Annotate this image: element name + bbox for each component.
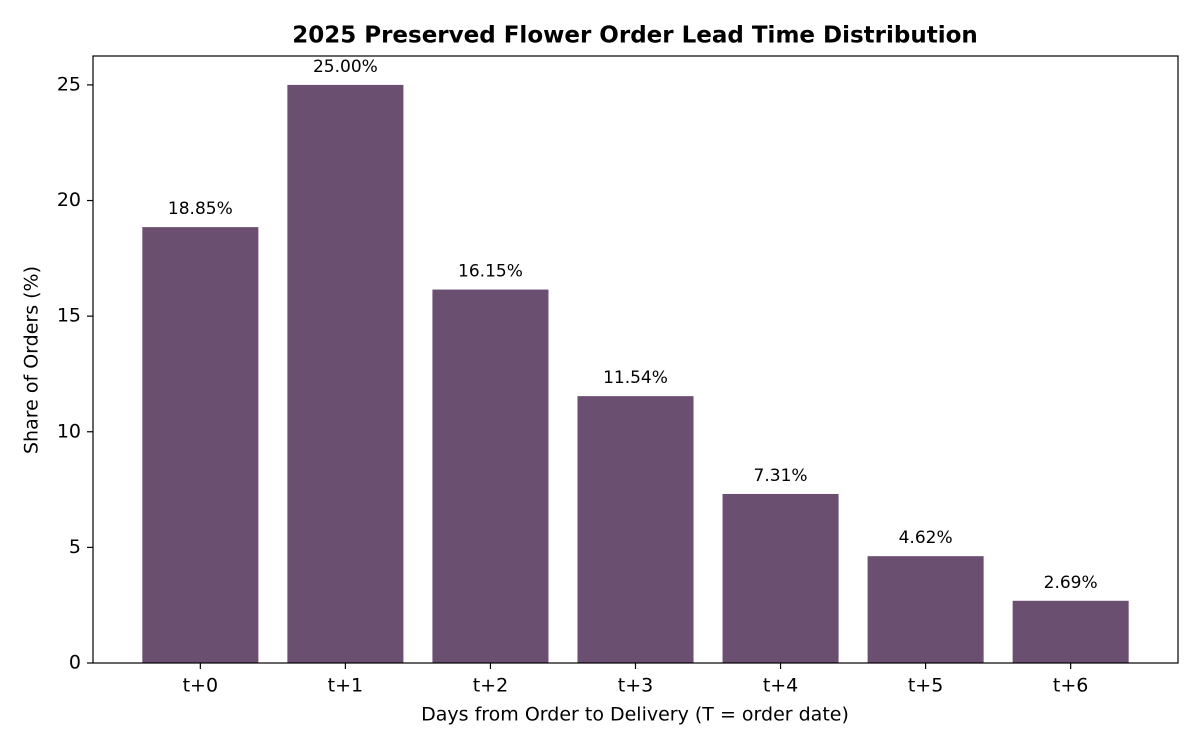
value-label: 11.54% <box>603 368 668 388</box>
value-label: 25.00% <box>313 57 378 77</box>
bar <box>287 84 404 663</box>
bar <box>722 493 839 663</box>
x-tick-label: t+1 <box>328 675 363 697</box>
plot-frame <box>92 55 1179 664</box>
x-tick-label: t+6 <box>1053 675 1088 697</box>
y-tick-label: 20 <box>57 189 81 211</box>
y-tick-label: 5 <box>69 536 81 558</box>
value-label: 18.85% <box>168 199 233 219</box>
y-axis-label: Share of Orders (%) <box>21 266 43 454</box>
value-label: 7.31% <box>754 466 808 486</box>
y-tick-label: 15 <box>57 305 81 327</box>
value-label: 16.15% <box>458 262 523 282</box>
y-tick-label: 0 <box>69 652 81 674</box>
value-label: 2.69% <box>1044 573 1098 593</box>
y-tick-label: 25 <box>57 73 81 95</box>
x-tick-label: t+5 <box>908 675 943 697</box>
y-tick-label: 10 <box>57 420 81 442</box>
x-tick-label: t+2 <box>473 675 508 697</box>
x-tick-label: t+0 <box>183 675 218 697</box>
bar <box>1012 600 1129 663</box>
bar <box>432 289 549 663</box>
x-tick-label: t+4 <box>763 675 798 697</box>
bar <box>142 227 259 663</box>
value-label: 4.62% <box>899 528 953 548</box>
x-tick-label: t+3 <box>618 675 653 697</box>
bar <box>577 396 694 663</box>
chart-title: 2025 Preserved Flower Order Lead Time Di… <box>292 23 978 49</box>
x-axis-label: Days from Order to Delivery (T = order d… <box>421 704 849 726</box>
bar <box>867 556 984 663</box>
